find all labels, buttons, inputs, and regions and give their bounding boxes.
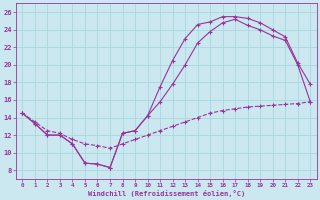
X-axis label: Windchill (Refroidissement éolien,°C): Windchill (Refroidissement éolien,°C) xyxy=(88,190,245,197)
